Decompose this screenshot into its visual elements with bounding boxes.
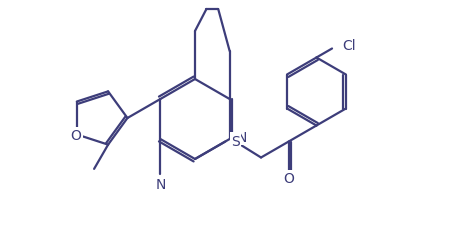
- Text: O: O: [283, 172, 294, 186]
- Text: N: N: [155, 177, 165, 191]
- Text: Cl: Cl: [342, 39, 356, 53]
- Text: N: N: [237, 131, 247, 144]
- Text: S: S: [231, 134, 240, 148]
- Text: O: O: [70, 129, 81, 143]
